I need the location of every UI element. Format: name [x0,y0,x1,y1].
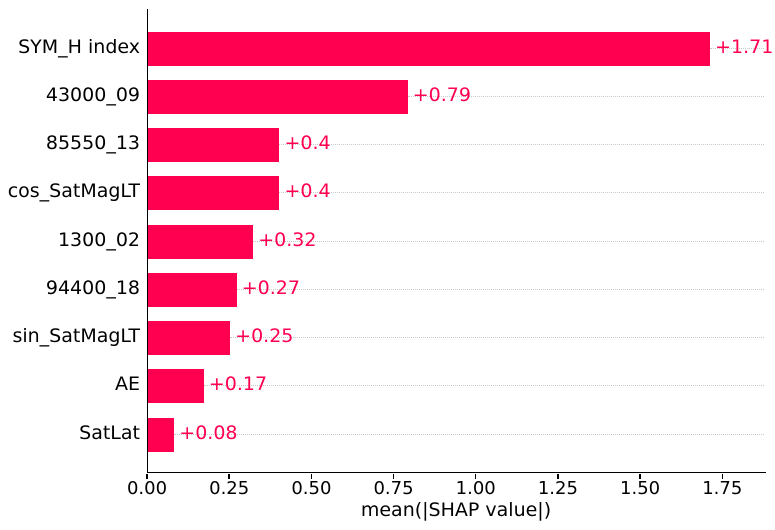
x-tick-mark [639,473,641,479]
x-tick-mark [721,473,724,479]
x-tick-label: 0.25 [209,478,250,499]
plot-area: +1.71 +0.79 +0.4 +0.4 +0.32 +0.27 +0.25 +0.17 +0… [147,9,773,473]
bar-value-label: +0.32 [258,228,317,251]
bar [148,79,408,114]
row-gridline [203,385,764,387]
y-tick-label: sin_SatMagLT [12,325,140,347]
x-tick-mark [310,473,313,479]
x-tick-label: 1.00 [455,478,496,499]
bar-value-label: +0.25 [235,325,294,347]
bar [148,128,280,162]
x-tick-mark [228,473,230,479]
bar [148,176,280,211]
y-tick-label: SatLat [79,421,140,444]
bar [148,272,237,307]
x-tick-label: 0.75 [373,478,414,499]
bar-value-label: +0.79 [412,83,471,106]
row-gridline [710,47,764,49]
bar-value-label: +1.71 [715,35,774,58]
bar [148,224,254,259]
bar [148,321,231,355]
row-gridline [174,433,764,435]
row-gridline [230,337,764,338]
bar-value-label: +0.17 [208,373,268,396]
row-gridline [279,192,764,194]
bar [148,417,175,452]
y-tick-label: 94400_18 [45,276,140,299]
bar [148,31,711,66]
bar-value-label: +0.4 [284,132,331,154]
x-tick-label: 1.50 [620,478,661,499]
bar [148,369,204,404]
x-tick-mark [557,473,559,479]
x-tick-mark [474,473,477,479]
bar-value-label: +0.27 [241,276,300,299]
bar-value-label: +0.08 [179,421,238,444]
y-tick-label: SYM_H index [18,35,140,58]
row-gridline [407,95,764,97]
row-gridline [253,240,764,242]
x-tick-mark [146,473,148,479]
y-tick-label: 43000_09 [45,83,140,106]
x-axis-title: mean(|SHAP value|) [360,499,552,521]
y-tick-label: AE [114,373,140,396]
y-tick-label: 85550_13 [45,132,140,154]
x-tick-label: 0.00 [126,478,168,499]
row-gridline [236,288,764,290]
x-tick-label: 1.25 [537,478,578,499]
x-tick-label: 0.50 [291,478,332,499]
row-gridline [279,144,764,145]
x-tick-label: 1.75 [702,478,743,499]
bar-value-label: +0.4 [284,180,331,203]
y-tick-label: 1300_02 [57,228,140,251]
y-tick-label: cos_SatMagLT [7,180,140,203]
x-tick-mark [392,473,395,479]
